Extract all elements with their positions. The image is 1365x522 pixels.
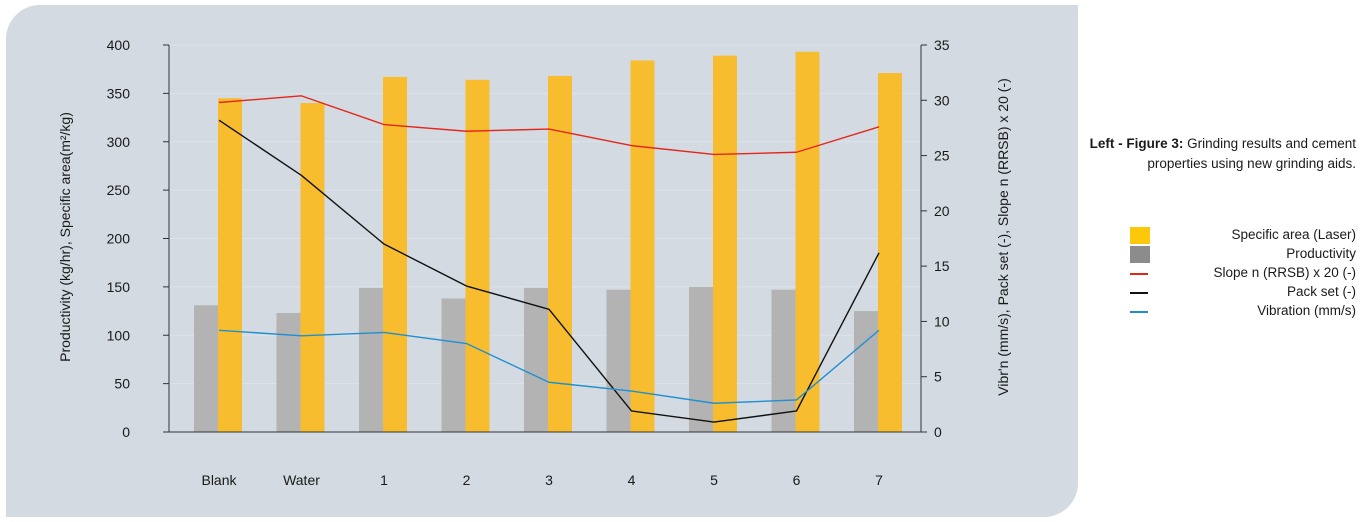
legend-label: Vibration (mm/s) (1257, 303, 1356, 318)
y-right-tick-label: 10 (934, 313, 950, 329)
y-left-tick-label: 400 (107, 37, 131, 53)
bar-productivity (441, 298, 466, 432)
y-left-tick-label: 50 (114, 376, 130, 392)
line-slope-n-rrsb-x-20 (218, 95, 880, 156)
y-axis-right-title: Vibr'n (mm/s), Pack set (-), Slope n (RR… (995, 78, 1011, 395)
legend-item: Vibration (mm/s) (1130, 302, 1356, 321)
y-left-tick-label: 100 (107, 327, 131, 343)
figure-caption: Left - Figure 3: Grinding results and ce… (1082, 134, 1356, 174)
y-right-tick-label: 25 (934, 148, 950, 164)
y-right-tick-label: 30 (934, 92, 950, 108)
y-right-tick-label: 35 (934, 37, 950, 53)
bar-specific-area (713, 55, 737, 433)
bar-specific-area (878, 73, 902, 433)
y-right-tick-label: 20 (934, 203, 950, 219)
legend-item: Slope n (RRSB) x 20 (-) (1130, 264, 1356, 283)
bar-specific-area (218, 98, 242, 433)
bar-specific-area (630, 60, 655, 432)
legend-label: Specific area (Laser) (1231, 227, 1356, 242)
y-axis-left-title: Productivity (kg/hr), Specific area(m²/k… (57, 112, 73, 362)
bar-specific-area (465, 79, 490, 432)
y-left-tick-label: 150 (107, 279, 131, 295)
y-left-tick-label: 200 (107, 231, 131, 247)
legend-label: Slope n (RRSB) x 20 (-) (1213, 265, 1356, 280)
x-tick-label: 7 (875, 472, 883, 488)
legend-swatch (1130, 311, 1148, 313)
legend-label: Pack set (-) (1286, 284, 1356, 299)
legend-swatch (1130, 246, 1150, 263)
bar-productivity (359, 287, 383, 432)
legend-swatch (1130, 227, 1150, 244)
y-left-tick-label: 250 (107, 182, 131, 198)
legend-swatch (1130, 292, 1148, 294)
legend-item: Specific area (Laser) (1130, 226, 1356, 245)
line-pack-set (218, 119, 880, 423)
x-tick-label: 5 (710, 472, 718, 488)
bar-productivity (194, 305, 218, 432)
legend-item: Pack set (-) (1130, 283, 1356, 302)
bar-productivity (524, 287, 548, 432)
x-tick-label: Water (283, 472, 320, 488)
bar-productivity (854, 311, 878, 432)
bar-productivity (771, 289, 796, 432)
series-lines (218, 95, 880, 423)
y-right-tick-label: 0 (934, 424, 942, 440)
y-left-tick-label: 350 (107, 85, 131, 101)
bar-specific-area (795, 51, 820, 433)
y-left-tick-label: 300 (107, 134, 131, 150)
legend: Specific area (Laser) Productivity Slope… (1130, 226, 1356, 321)
y-left-tick-label: 0 (122, 424, 130, 440)
legend-item: Productivity (1130, 245, 1356, 264)
bar-specific-area (548, 75, 572, 433)
line-vibration-mm-s (218, 329, 880, 404)
caption-lead: Left - Figure 3: (1089, 136, 1184, 151)
x-tick-label: 6 (793, 472, 801, 488)
x-tick-label: 1 (380, 472, 388, 488)
legend-swatch (1130, 273, 1148, 275)
y-right-tick-label: 15 (934, 258, 950, 274)
bar-specific-area (300, 103, 325, 433)
bar-productivity (689, 286, 713, 432)
y-right-tick-label: 5 (934, 369, 942, 385)
bars (194, 51, 902, 433)
legend-label: Productivity (1286, 246, 1356, 261)
caption-text: Grinding results and cement properties u… (1147, 136, 1356, 171)
chart-svg: 05010015020025030035040005101520253035Bl… (57, 37, 1011, 488)
x-tick-label: 2 (463, 472, 471, 488)
x-tick-label: 3 (545, 472, 553, 488)
x-tick-label: Blank (201, 472, 237, 488)
bar-productivity (276, 312, 301, 432)
bar-productivity (606, 289, 631, 432)
x-tick-label: 4 (628, 472, 636, 488)
axes: 05010015020025030035040005101520253035Bl… (107, 37, 950, 488)
